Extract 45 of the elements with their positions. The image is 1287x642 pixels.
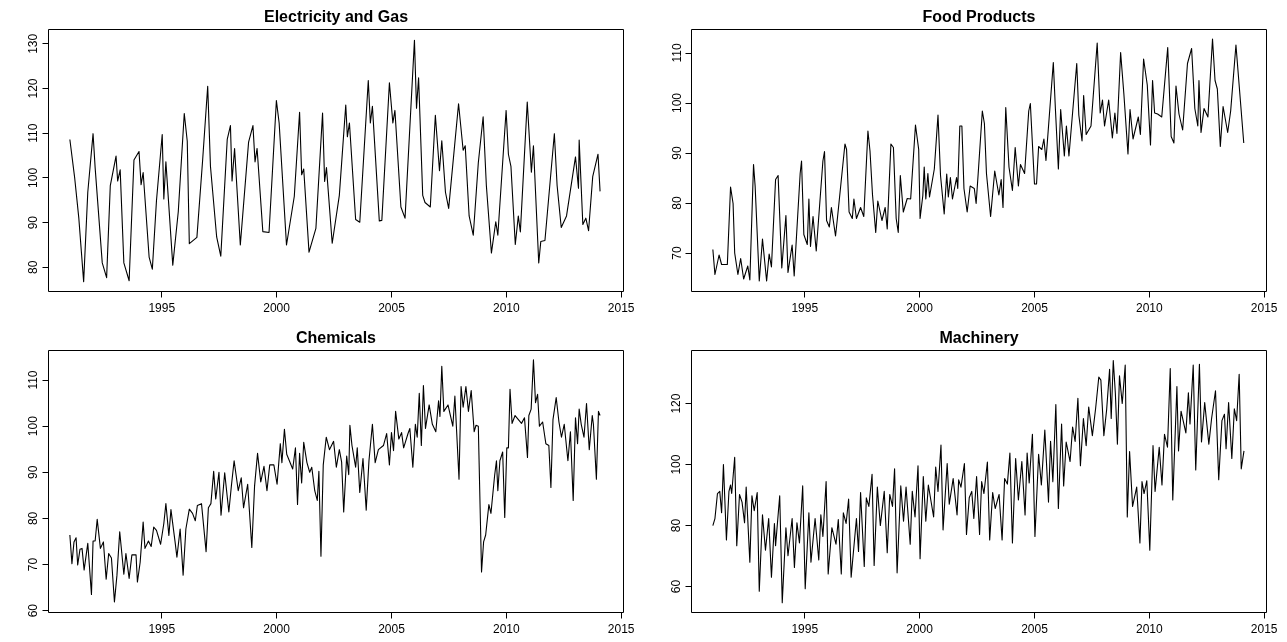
y-tick-label: 110 bbox=[669, 43, 684, 63]
chart-title: Machinery bbox=[939, 328, 1019, 346]
y-tick-label: 100 bbox=[26, 415, 41, 437]
y-tick-label: 70 bbox=[669, 246, 684, 260]
chart-title: Electricity and Gas bbox=[263, 7, 409, 25]
x-tick-label: 2005 bbox=[1021, 621, 1049, 636]
y-tick-label: 90 bbox=[26, 215, 41, 230]
y-tick-label: 80 bbox=[669, 518, 684, 533]
x-tick-label: 2010 bbox=[492, 621, 521, 636]
x-tick-label: 1995 bbox=[148, 621, 176, 636]
x-tick-label: 2005 bbox=[378, 300, 406, 315]
x-tick-label: 2010 bbox=[492, 300, 521, 315]
x-tick-label: 2005 bbox=[378, 621, 406, 636]
y-tick-label: 70 bbox=[26, 557, 41, 572]
x-tick-label: 1995 bbox=[148, 300, 176, 315]
x-tick-label: 2015 bbox=[607, 621, 635, 636]
x-tick-label: 2015 bbox=[607, 300, 635, 315]
chart-title: Chemicals bbox=[295, 328, 377, 346]
y-tick-label: 60 bbox=[26, 603, 41, 618]
x-tick-label: 2015 bbox=[1250, 621, 1278, 636]
x-tick-label: 2005 bbox=[1021, 300, 1049, 315]
y-tick-label: 90 bbox=[26, 465, 41, 479]
y-tick-label: 100 bbox=[26, 167, 41, 188]
y-tick-label: 100 bbox=[669, 454, 684, 475]
y-tick-label: 120 bbox=[669, 393, 684, 414]
x-tick-label: 2010 bbox=[1135, 300, 1164, 315]
y-tick-label: 130 bbox=[26, 33, 41, 54]
x-tick-label: 2015 bbox=[1250, 300, 1278, 315]
x-tick-label: 1995 bbox=[791, 621, 819, 636]
x-tick-label: 2000 bbox=[906, 621, 934, 636]
y-tick-label: 80 bbox=[26, 511, 41, 526]
y-tick-label: 110 bbox=[26, 123, 41, 143]
y-tick-label: 90 bbox=[669, 146, 684, 160]
x-tick-label: 2000 bbox=[263, 300, 291, 315]
y-tick-label: 80 bbox=[669, 196, 684, 210]
chart-title: Food Products bbox=[922, 7, 1036, 25]
y-tick-label: 80 bbox=[26, 260, 41, 275]
y-tick-label: 120 bbox=[26, 78, 41, 99]
x-tick-label: 2000 bbox=[263, 621, 291, 636]
x-tick-label: 1995 bbox=[791, 300, 819, 315]
x-tick-label: 2010 bbox=[1135, 621, 1164, 636]
y-tick-label: 100 bbox=[669, 92, 684, 114]
y-tick-label: 60 bbox=[669, 579, 684, 594]
x-tick-label: 2000 bbox=[906, 300, 934, 315]
y-tick-label: 110 bbox=[26, 370, 41, 390]
